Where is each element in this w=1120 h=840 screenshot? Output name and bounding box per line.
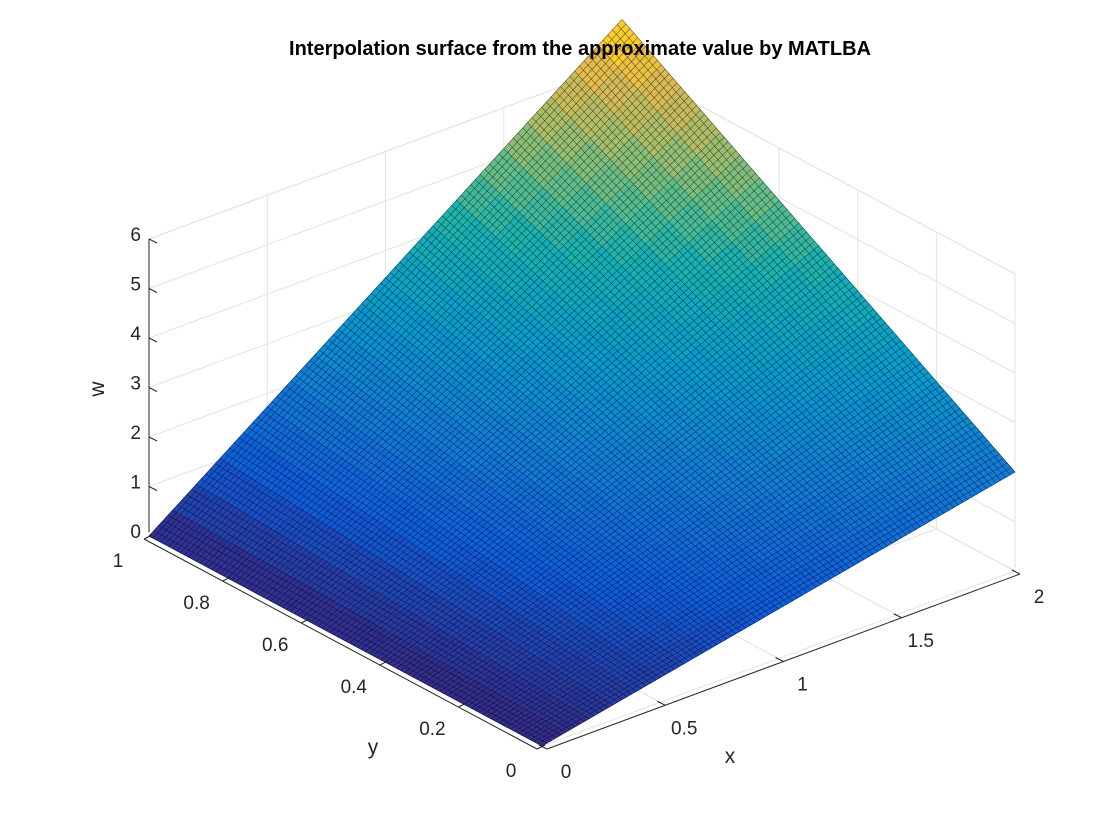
z-tick-label: 1 (130, 473, 141, 494)
z-tick-label: 6 (130, 225, 141, 246)
z-tick-mark (148, 436, 158, 442)
x-tick-mark (657, 700, 666, 706)
y-tick-mark (458, 702, 467, 708)
x-tick-label: 1 (797, 675, 808, 696)
y-tick-label: 1 (113, 551, 124, 572)
y-tick-label: 0.8 (183, 593, 209, 614)
x-axis-label: x (725, 745, 736, 768)
y-tick-mark (300, 618, 310, 624)
x-tick-mark (538, 744, 548, 750)
z-tick-mark (148, 486, 158, 491)
z-tick-mark (148, 337, 158, 343)
y-tick-label: 0 (506, 761, 517, 782)
z-tick-label: 5 (130, 275, 141, 296)
z-tick-label: 0 (130, 522, 141, 543)
x-tick-label: 2 (1034, 587, 1045, 608)
y-tick-label: 0.6 (262, 635, 288, 656)
x-tick-mark (1011, 569, 1021, 575)
z-axis-label: w (86, 381, 109, 398)
surface-layer (148, 18, 1016, 747)
z-tick-label: 4 (130, 324, 141, 345)
z-tick-mark (148, 535, 158, 541)
x-tick-mark (775, 657, 784, 662)
x-tick-mark (893, 613, 902, 619)
y-tick-label: 0.4 (341, 677, 368, 698)
y-tick-mark (536, 744, 546, 750)
y-tick-mark (222, 576, 231, 582)
y-tick-label: 0.2 (419, 719, 445, 740)
y-tick-mark (143, 534, 153, 540)
x-tick-label: 0 (561, 762, 572, 783)
x-tick-label: 0.5 (671, 718, 697, 739)
y-tick-mark (379, 660, 389, 666)
z-tick-mark (148, 238, 158, 244)
z-tick-mark (148, 387, 158, 392)
z-tick-label: 2 (130, 423, 141, 444)
z-tick-label: 3 (130, 374, 141, 395)
y-axis-label: y (368, 736, 379, 759)
x-tick-label: 1.5 (908, 631, 934, 652)
mesh-lines-y (148, 19, 1016, 747)
chart-title: Interpolation surface from the approxima… (289, 38, 871, 60)
z-tick-mark (148, 288, 158, 293)
y-axis-line (143, 538, 538, 750)
